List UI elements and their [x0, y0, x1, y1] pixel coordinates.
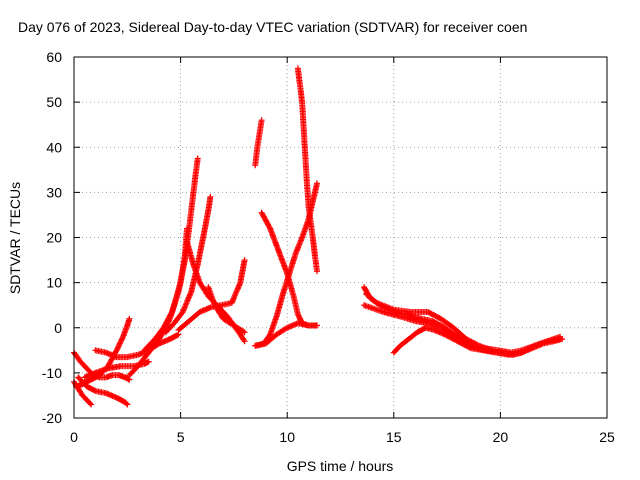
data-layer — [71, 65, 566, 408]
series-track-12 — [205, 284, 248, 336]
series-track-08 — [141, 225, 190, 354]
ticks: 0 5 10 15 20 25 -20 -10 0 10 20 30 40 50 60 — [42, 49, 615, 445]
series-track-21 — [363, 290, 495, 354]
series-track-20 — [390, 324, 564, 358]
x-tick-label: 5 — [177, 429, 185, 445]
series-track-17 — [252, 320, 320, 349]
series-track-13 — [252, 117, 265, 169]
series-markers — [92, 331, 182, 361]
x-tick-label: 25 — [599, 429, 615, 445]
series-track-06 — [92, 331, 182, 361]
series-markers — [75, 374, 131, 408]
series-markers — [252, 320, 320, 349]
series-track-11 — [175, 257, 248, 333]
series-markers — [390, 324, 564, 358]
y-tick-label: -20 — [42, 410, 62, 426]
x-tick-label: 0 — [70, 429, 78, 445]
y-tick-label: 50 — [46, 94, 62, 110]
grid — [74, 57, 607, 418]
chart-title: Day 076 of 2023, Sidereal Day-to-day VTE… — [18, 19, 527, 35]
plot-frame — [73, 56, 608, 419]
y-tick-label: 30 — [46, 184, 62, 200]
series-markers — [294, 65, 320, 275]
y-axis-label: SDTVAR / TECUs — [7, 182, 23, 294]
x-tick-label: 15 — [386, 429, 402, 445]
series-markers — [252, 117, 265, 169]
y-tick-label: 20 — [46, 230, 62, 246]
series-markers — [363, 290, 495, 354]
series-markers — [141, 225, 190, 354]
y-tick-label: -10 — [42, 365, 62, 381]
series-track-04 — [75, 374, 131, 408]
x-tick-label: 20 — [493, 429, 509, 445]
y-tick-label: 60 — [46, 49, 62, 65]
y-tick-label: 0 — [54, 320, 62, 336]
x-axis-label: GPS time / hours — [287, 458, 394, 474]
series-track-16 — [294, 65, 320, 275]
y-tick-label: 10 — [46, 275, 62, 291]
series-markers — [175, 257, 248, 333]
x-tick-label: 10 — [279, 429, 295, 445]
y-tick-label: 40 — [46, 139, 62, 155]
series-markers — [205, 284, 248, 336]
